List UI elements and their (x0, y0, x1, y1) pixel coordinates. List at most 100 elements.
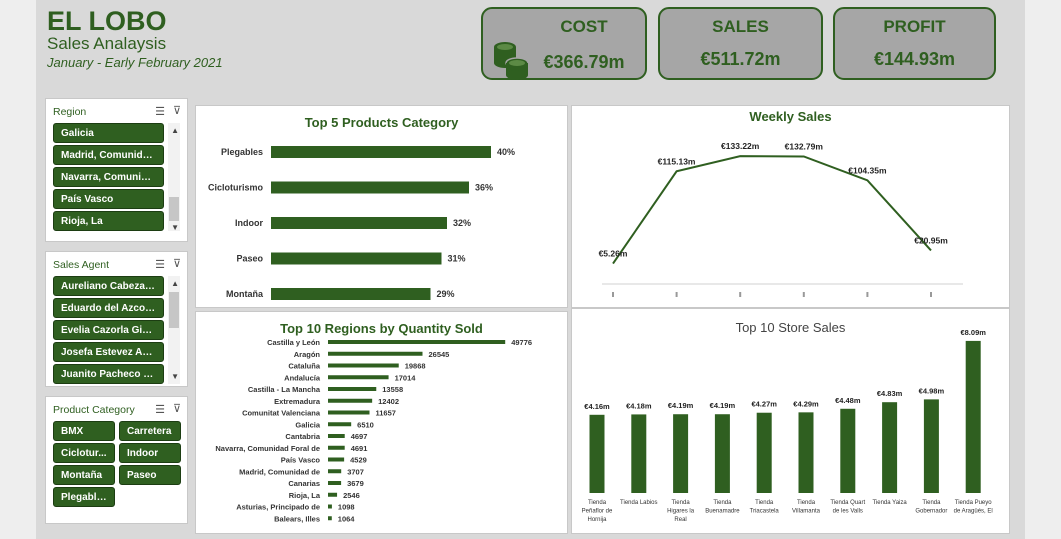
store-category-label: Gobernador (915, 509, 947, 515)
region-value-label: 6510 (357, 420, 374, 429)
agent-scrollbar[interactable] (168, 276, 180, 384)
top5-value-label: 32% (453, 218, 471, 228)
regions-chart: Castilla y León 49776 Aragón 26545 Cataluña 1… (215, 338, 532, 523)
region-value-label: 1098 (338, 503, 355, 512)
region-bar (328, 398, 373, 403)
weekly-x-tick (612, 292, 614, 297)
sales-agent-slicer: Sales Agent ☰ ⊽ Aureliano Cabezas ... Ed… (45, 251, 188, 387)
region-item-madrid[interactable]: Madrid, Comunida... (53, 145, 164, 165)
store-category-label: Triacastela (750, 509, 780, 515)
store-bar (923, 399, 939, 493)
top5-value-label: 29% (437, 289, 455, 299)
multi-select-icon[interactable]: ☰ (155, 259, 165, 271)
scroll-down-icon[interactable]: ▼ (171, 372, 179, 381)
region-bar (328, 445, 345, 450)
top5-value-label: 36% (475, 183, 493, 193)
store-value-label: €8.09m (960, 328, 986, 337)
region-category-label: Navarra, Comunidad Foral de (215, 444, 320, 453)
store-value-label: €4.27m (751, 400, 777, 409)
category-item-paseo[interactable]: Paseo (119, 465, 181, 485)
multi-select-icon[interactable]: ☰ (155, 404, 165, 416)
weekly-line (612, 155, 932, 265)
clear-filter-icon[interactable]: ⊽ (172, 403, 181, 415)
weekly-value-label: €5.26m (599, 249, 628, 259)
store-category-label: de les Valls (833, 509, 863, 515)
category-item-carretera[interactable]: Carretera (119, 421, 181, 441)
agent-item-aureliano[interactable]: Aureliano Cabezas ... (53, 276, 164, 296)
category-item-bmx[interactable]: BMX (53, 421, 115, 441)
region-bar (328, 434, 345, 438)
top5-category-label: Cicloturismo (208, 183, 264, 193)
top5-category-label: Paseo (236, 254, 263, 264)
scroll-down-icon[interactable]: ▼ (171, 223, 179, 232)
weekly-value-label: €133.22m (721, 141, 760, 151)
weekly-x-tick (802, 292, 805, 297)
store-bar (965, 340, 981, 493)
region-category-label: Extremadura (274, 397, 321, 406)
weekly-sales-panel: Weekly Sales €5.26m €115.13m €133.22m €132.… (571, 105, 1010, 308)
agent-item-juanito[interactable]: Juanito Pacheco Q... (53, 364, 164, 384)
weekly-value-label: €115.13m (658, 156, 696, 166)
scroll-up-icon[interactable]: ▲ (171, 279, 179, 288)
region-bar (328, 481, 342, 485)
kpi-cost-value: €366.79m (543, 52, 625, 72)
region-value-label: 2546 (343, 491, 360, 500)
weekly-chart-title: Weekly Sales (749, 109, 832, 124)
region-bar (328, 422, 352, 427)
region-value-label: 3707 (347, 467, 364, 476)
top5-bar (271, 181, 469, 194)
region-value-label: 4529 (350, 456, 367, 465)
agent-item-evelia[interactable]: Evelia Cazorla Girona (53, 320, 164, 340)
agent-item-josefa[interactable]: Josefa Estevez Abella (53, 342, 164, 362)
store-value-label: €4.98m (919, 386, 945, 395)
store-category-label: Higares la (667, 509, 695, 515)
region-value-label: 13558 (382, 385, 403, 394)
region-category-label: Castilla y León (267, 338, 320, 347)
region-bar (328, 410, 370, 415)
store-value-label: €4.48m (835, 396, 861, 405)
agent-scroll-thumb[interactable] (169, 292, 179, 328)
store-value-label: €4.19m (710, 401, 736, 410)
weekly-x-tick (675, 292, 678, 297)
region-item-pais-vasco[interactable]: País Vasco (53, 189, 164, 209)
store-bar (589, 414, 605, 493)
top5-bar (271, 217, 447, 229)
region-category-label: Castilla - La Mancha (248, 385, 321, 394)
top5-bar (271, 146, 491, 158)
store-bar (714, 414, 730, 493)
region-value-label: 4697 (351, 432, 368, 441)
region-scrollbar[interactable] (168, 123, 180, 231)
region-bar (328, 340, 506, 344)
region-bar (328, 351, 423, 356)
weekly-x-tick (866, 292, 869, 297)
region-item-navarra[interactable]: Navarra, Comunida... (53, 167, 164, 187)
kpi-sales-value: €511.72m (700, 49, 781, 69)
region-item-rioja[interactable]: Rioja, La (53, 211, 164, 231)
clear-filter-icon[interactable]: ⊽ (172, 105, 181, 117)
region-category-label: Asturias, Principado de (236, 503, 320, 512)
store-category-label: Tienda Quart (830, 500, 865, 506)
multi-select-icon[interactable]: ☰ (155, 106, 165, 118)
region-value-label: 17014 (395, 373, 417, 382)
weekly-value-label: €20.95m (914, 235, 948, 245)
category-item-indoor[interactable]: Indoor (119, 443, 181, 463)
region-scroll-thumb[interactable] (169, 197, 179, 221)
region-item-galicia[interactable]: Galicia (53, 123, 164, 143)
region-bar (328, 504, 332, 509)
kpi-cost-label: COST (560, 17, 608, 36)
store-value-label: €4.16m (584, 402, 610, 411)
category-item-montana[interactable]: Montaña (53, 465, 115, 485)
scroll-up-icon[interactable]: ▲ (171, 126, 179, 135)
store-category-label: Tienda (922, 500, 941, 506)
agent-item-eduardo[interactable]: Eduardo del Azcona (53, 298, 164, 318)
date-range: January - Early February 2021 (47, 55, 223, 70)
region-bar (328, 363, 399, 368)
region-category-label: Balears, Illes (274, 514, 320, 523)
top5-bar (271, 252, 442, 265)
category-item-cicloturismo[interactable]: Ciclotur... (53, 443, 115, 463)
weekly-x-tick (739, 292, 742, 297)
clear-filter-icon[interactable]: ⊽ (172, 258, 181, 270)
region-category-label: País Vasco (281, 456, 321, 465)
region-value-label: 19868 (405, 362, 426, 371)
category-item-plegables[interactable]: Plegables (53, 487, 115, 507)
